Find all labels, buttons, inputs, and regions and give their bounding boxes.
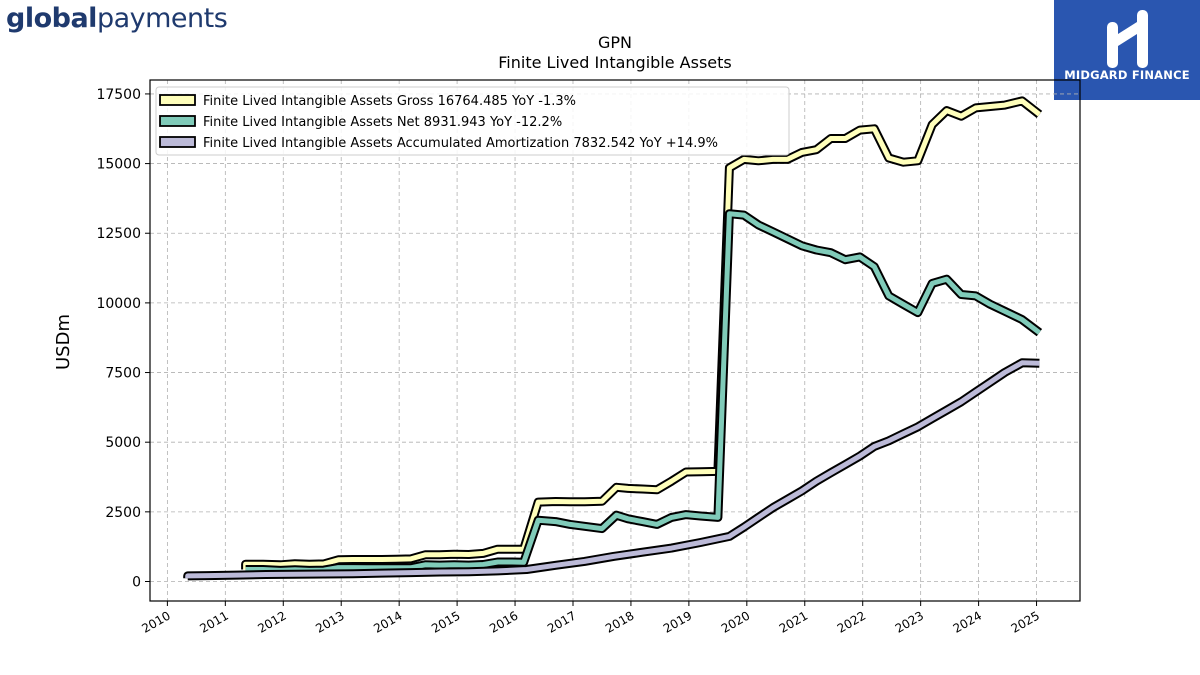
global-payments-logo: globalpayments (6, 3, 228, 34)
chart-title: GPN (598, 33, 632, 52)
x-tick-label: 2010 (139, 608, 172, 635)
midgard-logo-icon (1107, 10, 1148, 68)
x-tick-label: 2024 (951, 608, 984, 635)
series-line-finite-lived-intangible-assets-accumulated-amortization (185, 360, 1040, 579)
y-axis-label: USDm (53, 314, 74, 370)
y-tick-label: 10000 (96, 296, 141, 312)
x-tick-label: 2012 (255, 608, 288, 635)
legend-swatch (159, 136, 196, 148)
y-tick-label: 15000 (96, 157, 141, 173)
series-line-finite-lived-intangible-assets-gross (243, 98, 1041, 570)
x-tick-label: 2015 (429, 608, 462, 635)
x-tick-label: 2020 (719, 608, 752, 635)
x-tick-label: 2016 (487, 608, 520, 635)
legend-label: Finite Lived Intangible Assets Net 8931.… (203, 115, 562, 130)
x-tick-label: 2018 (603, 608, 636, 635)
y-tick-label: 7500 (105, 366, 141, 382)
plot-frame (149, 79, 1081, 602)
y-tick-label: 0 (132, 574, 141, 590)
y-axis-ticks: 0 2500 5000 7500 10000 12500 15000 17500 (96, 87, 150, 590)
y-tick-label: 12500 (96, 226, 141, 242)
x-tick-label: 2011 (197, 608, 230, 635)
x-tick-label: 2019 (661, 608, 694, 635)
legend-label: Finite Lived Intangible Assets Gross 167… (203, 94, 576, 109)
grid (150, 80, 1080, 601)
x-tick-label: 2025 (1009, 608, 1042, 635)
legend-label: Finite Lived Intangible Assets Accumulat… (203, 136, 718, 151)
x-tick-label: 2014 (371, 608, 404, 635)
legend-box (155, 86, 790, 156)
series-lines (183, 96, 1043, 581)
legend-swatch (159, 115, 196, 127)
series-outline-finite-lived-intangible-assets-accumulated-amortization (183, 358, 1040, 581)
midgard-finance-badge: MIDGARD FINANCE (1054, 0, 1200, 100)
y-tick-label: 17500 (96, 87, 141, 103)
x-tick-label: 2021 (777, 608, 810, 635)
x-tick-label: 2013 (313, 608, 346, 635)
series-line-finite-lived-intangible-assets-net (245, 211, 1041, 573)
legend: Finite Lived Intangible Assets Gross 167… (155, 86, 790, 156)
chart-subtitle: Finite Lived Intangible Assets (498, 53, 731, 72)
badge-label: MIDGARD FINANCE (1064, 68, 1190, 82)
x-tick-label: 2023 (893, 608, 926, 635)
x-axis-ticks: 2010 2011 2012 2013 2014 2015 2016 2017 2018 2019… (139, 601, 1042, 636)
y-tick-label: 2500 (105, 505, 141, 521)
x-tick-label: 2017 (545, 608, 578, 635)
x-tick-label: 2022 (835, 608, 868, 635)
y-tick-label: 5000 (105, 435, 141, 451)
legend-swatch (159, 94, 196, 106)
